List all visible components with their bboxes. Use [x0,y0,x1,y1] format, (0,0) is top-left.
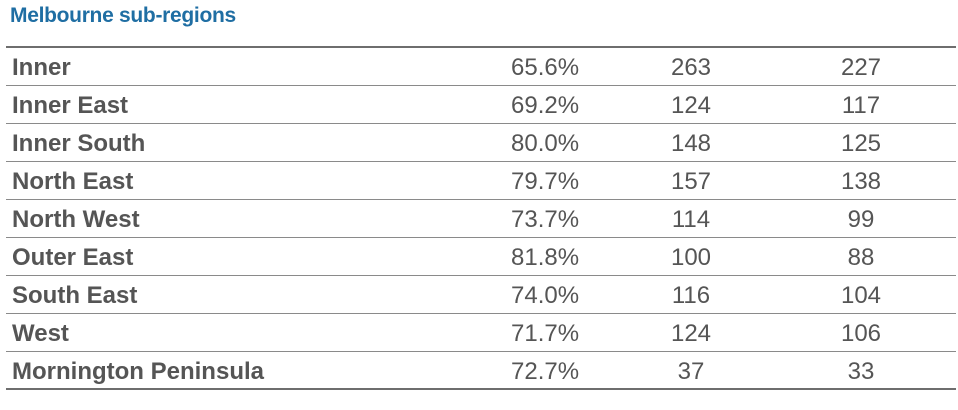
region-count-1: 37 [677,358,705,385]
table-row: Inner South 80.0% 148 125 [6,124,956,162]
table-row: North West 73.7% 114 99 [6,200,956,238]
section-heading: Melbourne sub-regions [10,4,236,27]
region-count-2: 106 [840,320,882,347]
table-row: Mornington Peninsula 72.7% 37 33 [6,352,956,390]
region-percentage: 72.7% [511,358,580,385]
region-count-2: 117 [841,92,881,119]
region-count-1: 124 [670,92,712,119]
region-percentage: 69.2% [511,92,580,119]
region-name: Mornington Peninsula [12,358,264,385]
region-count-1: 116 [671,282,711,309]
region-count-1: 100 [670,244,712,271]
region-name: Inner [12,54,71,81]
region-name: West [12,320,69,347]
table-row: Outer East 81.8% 100 88 [6,238,956,276]
region-count-1: 114 [671,206,711,233]
region-count-2: 88 [847,244,875,271]
region-percentage: 80.0% [511,130,580,157]
region-name: Inner East [12,92,129,119]
region-count-1: 157 [670,168,712,195]
region-count-2: 104 [840,282,882,309]
region-percentage: 81.8% [511,244,580,271]
region-name: Inner South [12,130,146,157]
region-count-1: 148 [670,130,712,157]
region-percentage: 71.7% [511,320,580,347]
region-name: South East [12,282,138,309]
table-row: North East 79.7% 157 138 [6,162,956,200]
region-count-1: 263 [670,54,712,81]
region-name: Outer East [12,244,134,271]
region-percentage: 74.0% [511,282,580,309]
sub-regions-table: Inner 65.6% 263 227 Inner East 69.2% 124… [6,46,956,390]
region-percentage: 79.7% [511,168,580,195]
region-count-2: 125 [840,130,882,157]
table-row: Inner East 69.2% 124 117 [6,86,956,124]
region-count-2: 138 [840,168,882,195]
region-name: North West [12,206,140,233]
region-count-2: 227 [840,54,882,81]
table-row: West 71.7% 124 106 [6,314,956,352]
table-row: Inner 65.6% 263 227 [6,48,956,86]
region-count-2: 99 [847,206,875,233]
region-count-2: 33 [847,358,875,385]
region-count-1: 124 [670,320,712,347]
region-percentage: 73.7% [511,206,580,233]
region-name: North East [12,168,134,195]
region-percentage: 65.6% [511,54,580,81]
table-row: South East 74.0% 116 104 [6,276,956,314]
